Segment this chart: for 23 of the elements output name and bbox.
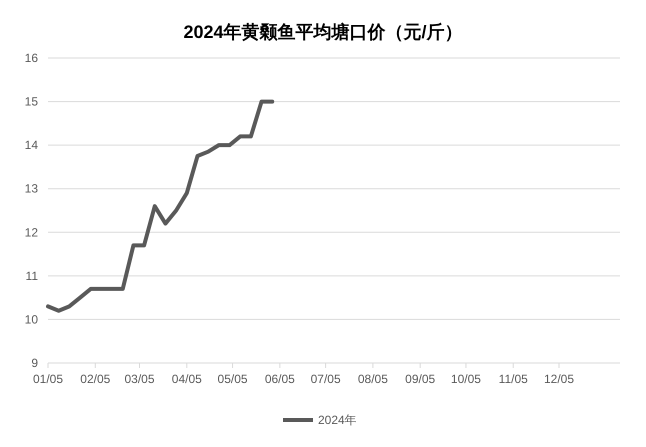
y-tick-label: 11	[26, 268, 38, 283]
x-tick-label: 08/05	[358, 372, 388, 386]
x-tick-label: 06/05	[264, 372, 296, 386]
x-tick-label: 07/05	[310, 372, 341, 386]
y-tick-label: 10	[24, 312, 38, 326]
x-tick-label: 03/05	[124, 372, 155, 386]
x-tick-label: 10/05	[450, 372, 482, 386]
x-tick-label: 02/05	[80, 372, 111, 386]
x-tick-label: 01/05	[32, 372, 64, 386]
y-tick-label: 16	[24, 51, 38, 65]
x-tick-label: 11/05	[498, 372, 528, 386]
x-tick-label: 09/05	[405, 372, 436, 386]
y-tick-label: 12	[24, 225, 38, 240]
legend-label: 2024年	[318, 413, 357, 427]
y-tick-label: 15	[24, 94, 38, 109]
y-tick-label: 14	[24, 138, 38, 152]
y-tick-label: 9	[31, 356, 38, 370]
y-tick-label: 13	[24, 182, 38, 196]
chart-title: 2024年黄颡鱼平均塘口价（元/斤）	[183, 22, 463, 42]
line-series	[46, 100, 274, 313]
x-tick-label: 12/05	[544, 372, 574, 386]
x-tick-label: 04/05	[172, 372, 202, 386]
x-tick-label: 05/05	[218, 372, 248, 386]
